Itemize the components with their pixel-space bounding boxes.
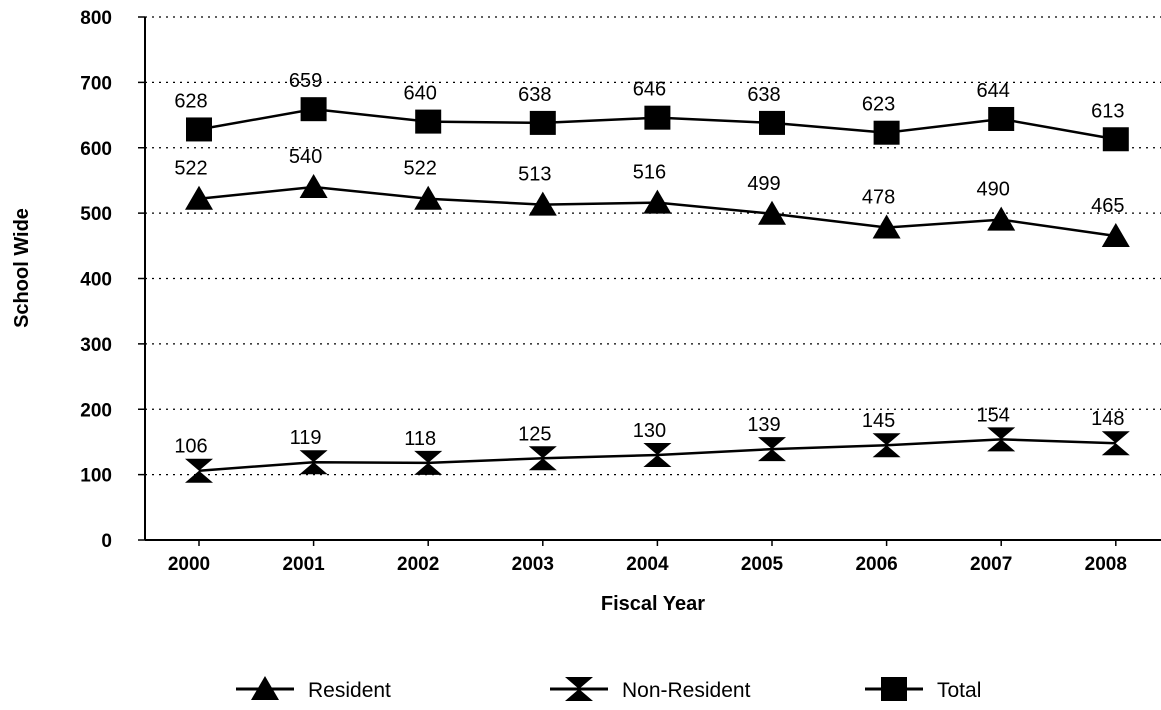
data-label-resident-2006: 478 [862,187,895,209]
point-total-2002 [415,109,442,134]
data-label-resident-2002: 522 [404,158,437,180]
legend: Resident Non-Resident Total [236,676,981,702]
series-line-non-resident [198,438,1116,472]
point-non-resident-2002 [414,450,443,475]
data-label-non-resident-2008: 148 [1091,408,1124,430]
point-resident-2002 [414,185,443,210]
point-total-2005 [759,110,785,135]
point-resident-2008 [1101,223,1130,248]
x-tick-label-2003: 2003 [512,554,554,575]
data-label-total-2007: 644 [977,80,1010,102]
series-lines [185,97,1130,483]
point-resident-2003 [528,191,557,216]
data-label-total-2002: 640 [404,83,437,105]
data-label-non-resident-2002: 118 [404,428,436,450]
data-label-non-resident-2003: 125 [518,423,551,445]
data-label-non-resident-2000: 106 [174,436,207,458]
legend-label: Total [937,679,981,702]
point-non-resident-2006 [872,433,901,458]
point-non-resident-2001 [299,450,328,475]
data-label-non-resident-2004: 130 [633,420,666,442]
point-non-resident-2000 [185,458,213,483]
point-total-2008 [1102,127,1129,152]
data-label-resident-2004: 516 [633,162,666,184]
data-label-total-2008: 613 [1091,100,1124,122]
legend-marker-triangle [251,676,279,700]
point-total-2007 [988,106,1015,131]
point-total-2003 [529,110,556,135]
y-tick-label-400: 400 [80,270,112,291]
y-tick-label-600: 600 [80,139,112,160]
gridlines [145,16,1161,476]
axes: 0 100 200 300 400 500 600 700 800 2000 2001 2002 200… [11,8,1161,615]
y-tick-label-700: 700 [80,73,112,94]
point-total-2000 [186,117,212,142]
data-label-non-resident-2001: 119 [290,427,322,449]
x-tick-label-2002: 2002 [397,554,439,575]
data-label-resident-2001: 540 [289,146,322,168]
y-tick-label-200: 200 [80,400,112,421]
y-tick-label-100: 100 [80,466,112,487]
point-resident-2005 [758,200,786,225]
legend-item-total: Total [865,677,981,702]
series-non-resident [185,427,1130,483]
data-label-total-2004: 646 [633,79,666,101]
x-tick-label-2005: 2005 [741,554,784,575]
data-label-resident-2008: 465 [1091,195,1124,217]
point-total-2001 [300,97,327,122]
y-tick-label-300: 300 [80,335,112,356]
legend-marker-hourglass [565,677,593,701]
point-resident-2001 [299,173,328,198]
x-tick-label-2001: 2001 [282,554,325,575]
point-resident-2000 [185,185,213,210]
data-label-total-2001: 659 [289,70,322,92]
x-tick-label-2006: 2006 [855,554,897,575]
data-label-resident-2003: 513 [518,164,551,186]
point-non-resident-2005 [758,437,786,462]
y-tick-label-800: 800 [80,8,112,29]
x-tick-label-2008: 2008 [1085,554,1127,575]
legend-label: Non-Resident [622,679,751,702]
x-axis-title: Fiscal Year [601,593,705,615]
series-total [186,97,1129,152]
data-label-total-2003: 638 [518,84,551,106]
legend-item-resident: Resident [236,676,391,702]
point-non-resident-2004 [643,443,672,468]
legend-item-non-resident: Non-Resident [550,677,751,702]
legend-marker-square [881,677,907,701]
x-tick-label-2000: 2000 [168,554,210,575]
data-label-total-2000: 628 [174,90,207,112]
data-label-non-resident-2005: 139 [747,414,780,436]
y-tick-label-0: 0 [101,531,112,552]
point-resident-2006 [872,214,901,239]
data-label-resident-2000: 522 [174,158,207,180]
y-axis-title: School Wide [11,208,33,328]
x-tick-label-2007: 2007 [970,554,1012,575]
y-tick-label-500: 500 [80,204,112,225]
data-label-total-2006: 623 [862,94,895,116]
data-label-resident-2007: 490 [977,179,1010,201]
point-non-resident-2007 [987,427,1016,452]
point-non-resident-2008 [1101,431,1130,456]
data-label-total-2005: 638 [747,84,780,106]
data-label-resident-2005: 499 [747,173,780,195]
point-non-resident-2003 [528,446,557,471]
point-resident-2004 [643,189,672,214]
legend-label: Resident [308,679,391,702]
data-label-non-resident-2006: 145 [862,410,895,432]
x-tick-label-2004: 2004 [626,554,669,575]
series-resident [185,173,1130,248]
point-total-2006 [873,120,900,145]
data-label-non-resident-2007: 154 [977,404,1010,426]
data-labels: 522 540 522 513 516 499 478 490 465 106 119 118 125 1… [174,70,1124,458]
point-resident-2007 [987,206,1016,231]
point-total-2004 [644,105,671,130]
